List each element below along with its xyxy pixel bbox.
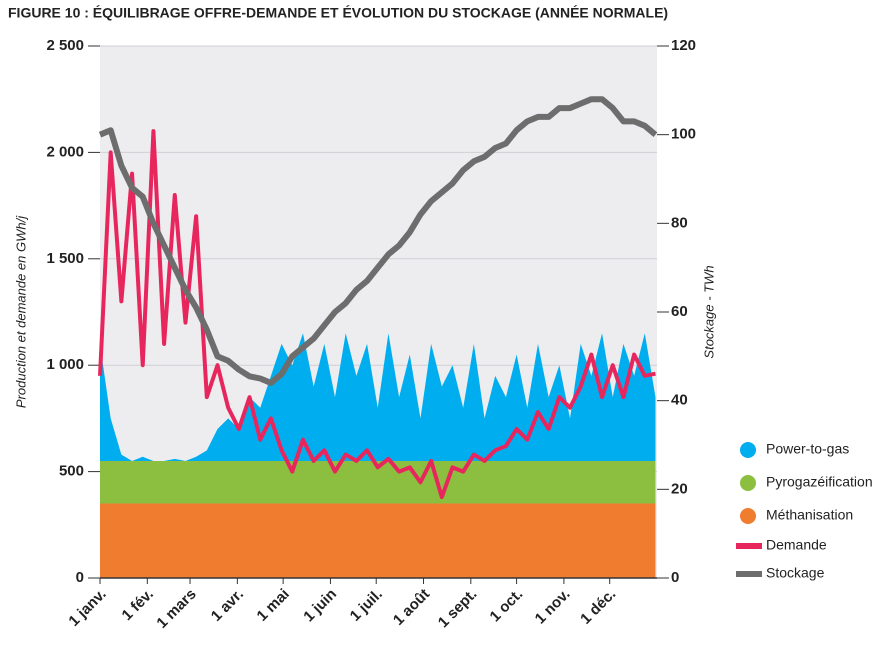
y2-tick-label: 100 <box>671 126 696 143</box>
y-tick-label: 500 <box>59 463 84 480</box>
x-tick-label: 1 avr. <box>208 586 247 625</box>
legend-label: Demande <box>766 537 827 553</box>
x-tick-label: 1 juil. <box>347 586 386 625</box>
legend-swatch <box>740 442 756 458</box>
legend-label: Power-to-gas <box>766 441 849 457</box>
x-tick-label: 1 oct. <box>487 586 527 626</box>
y2-tick-label: 80 <box>671 214 688 231</box>
legend-label: Stockage <box>766 565 825 581</box>
y-tick-label: 2 500 <box>46 37 84 54</box>
x-tick-label: 1 sept. <box>435 586 481 632</box>
x-tick-label: 1 nov. <box>532 586 574 628</box>
x-tick-label: 1 janv. <box>65 586 109 630</box>
y-tick-label: 1 000 <box>46 356 84 373</box>
line <box>98 129 656 500</box>
y2-tick-label: 120 <box>671 37 696 54</box>
area <box>100 460 656 504</box>
y-tick-label: 0 <box>76 569 84 586</box>
y2-axis-label: Stockage - TWh <box>701 265 716 358</box>
y2-tick-label: 40 <box>671 392 688 409</box>
line <box>98 96 658 386</box>
x-tick-label: 1 mars <box>153 586 199 632</box>
legend-label: Pyrogazéification <box>766 474 873 490</box>
x-tick-label: 1 mai <box>254 586 293 625</box>
y-tick-label: 2 000 <box>46 143 84 160</box>
legend-label: Méthanisation <box>766 507 853 523</box>
area <box>100 503 656 578</box>
y-tick-label: 1 500 <box>46 250 84 267</box>
y-axis-label: Production et demande en GWh/j <box>13 215 28 408</box>
x-tick-label: 1 déc. <box>577 586 619 628</box>
x-tick-label: 1 juin <box>300 586 340 626</box>
y2-tick-label: 60 <box>671 303 688 320</box>
legend-swatch <box>740 508 756 524</box>
x-tick-label: 1 août <box>390 586 433 629</box>
x-tick-label: 1 fév. <box>119 586 157 624</box>
y2-tick-label: 0 <box>671 569 679 586</box>
y2-tick-label: 20 <box>671 480 688 497</box>
chart-title: FIGURE 10 : ÉQUILIBRAGE OFFRE-DEMANDE ET… <box>8 5 668 21</box>
legend-swatch <box>740 475 756 491</box>
